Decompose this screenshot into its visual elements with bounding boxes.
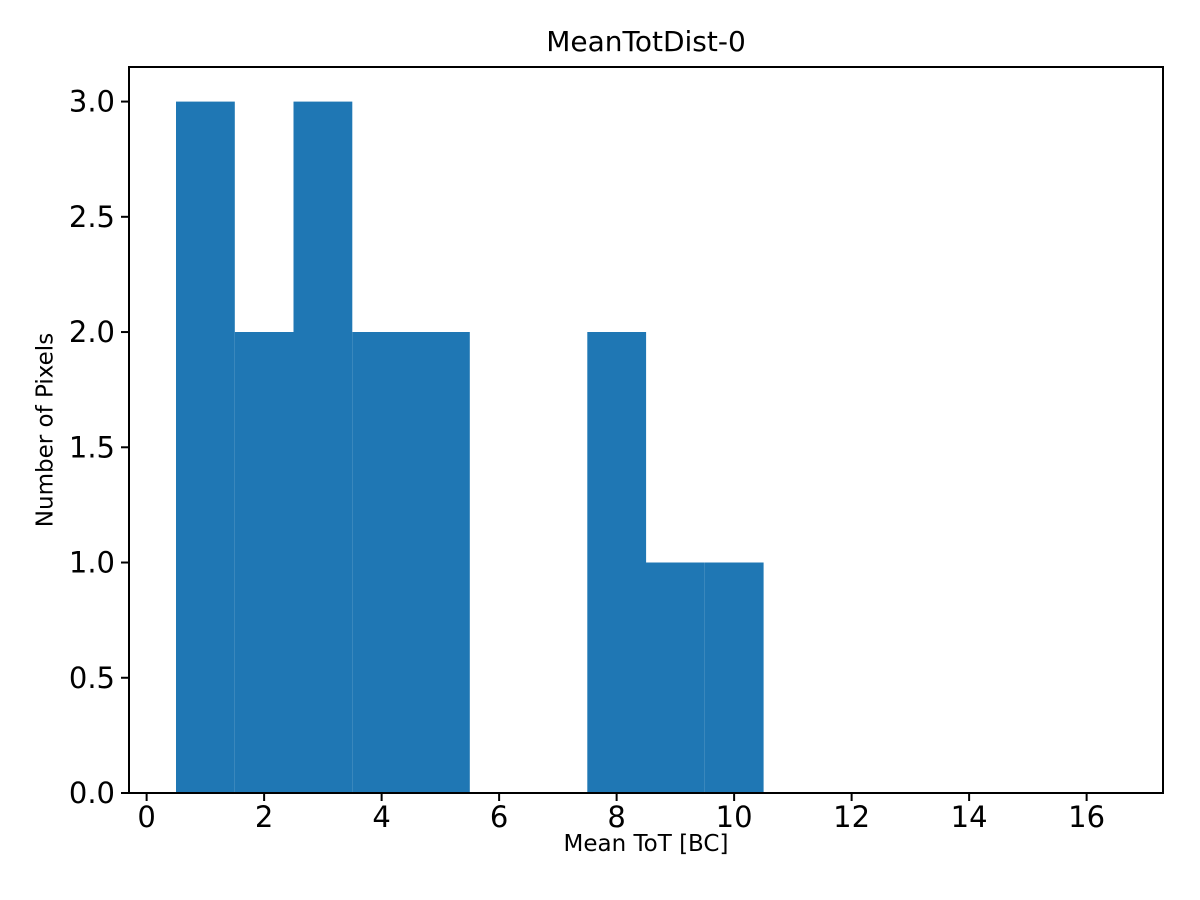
histogram-bar xyxy=(646,562,705,793)
x-tick-label: 16 xyxy=(1068,800,1105,834)
histogram-bar xyxy=(176,101,235,794)
y-tick-label: 2.5 xyxy=(69,200,115,234)
chart-title: MeanTotDist-0 xyxy=(546,25,746,58)
x-axis-label: Mean ToT [BC] xyxy=(563,831,729,857)
y-axis-label: Number of Pixels xyxy=(32,332,59,528)
y-tick-label: 1.0 xyxy=(69,546,115,580)
x-tick-label: 0 xyxy=(137,800,155,834)
y-tick-label: 2.0 xyxy=(69,315,115,349)
y-tick-label: 0.5 xyxy=(69,661,115,695)
histogram-bar xyxy=(352,332,412,793)
histogram-bar xyxy=(411,332,470,793)
axes-spines xyxy=(128,66,1164,794)
histogram-bar xyxy=(234,332,294,793)
x-tick-label: 6 xyxy=(490,800,508,834)
x-tick-label: 10 xyxy=(716,800,753,834)
x-tick-label: 14 xyxy=(951,800,988,834)
histogram-bar xyxy=(587,332,647,793)
y-tick-label: 0.0 xyxy=(69,776,115,810)
histogram-bar xyxy=(293,101,353,794)
x-tick-label: 12 xyxy=(833,800,870,834)
x-tick-label: 2 xyxy=(255,800,273,834)
x-tick-label: 8 xyxy=(607,800,625,834)
y-tick-label: 1.5 xyxy=(69,430,115,464)
x-tick-label: 4 xyxy=(372,800,390,834)
y-tick-label: 3.0 xyxy=(69,85,115,119)
histogram-bar xyxy=(704,562,764,793)
